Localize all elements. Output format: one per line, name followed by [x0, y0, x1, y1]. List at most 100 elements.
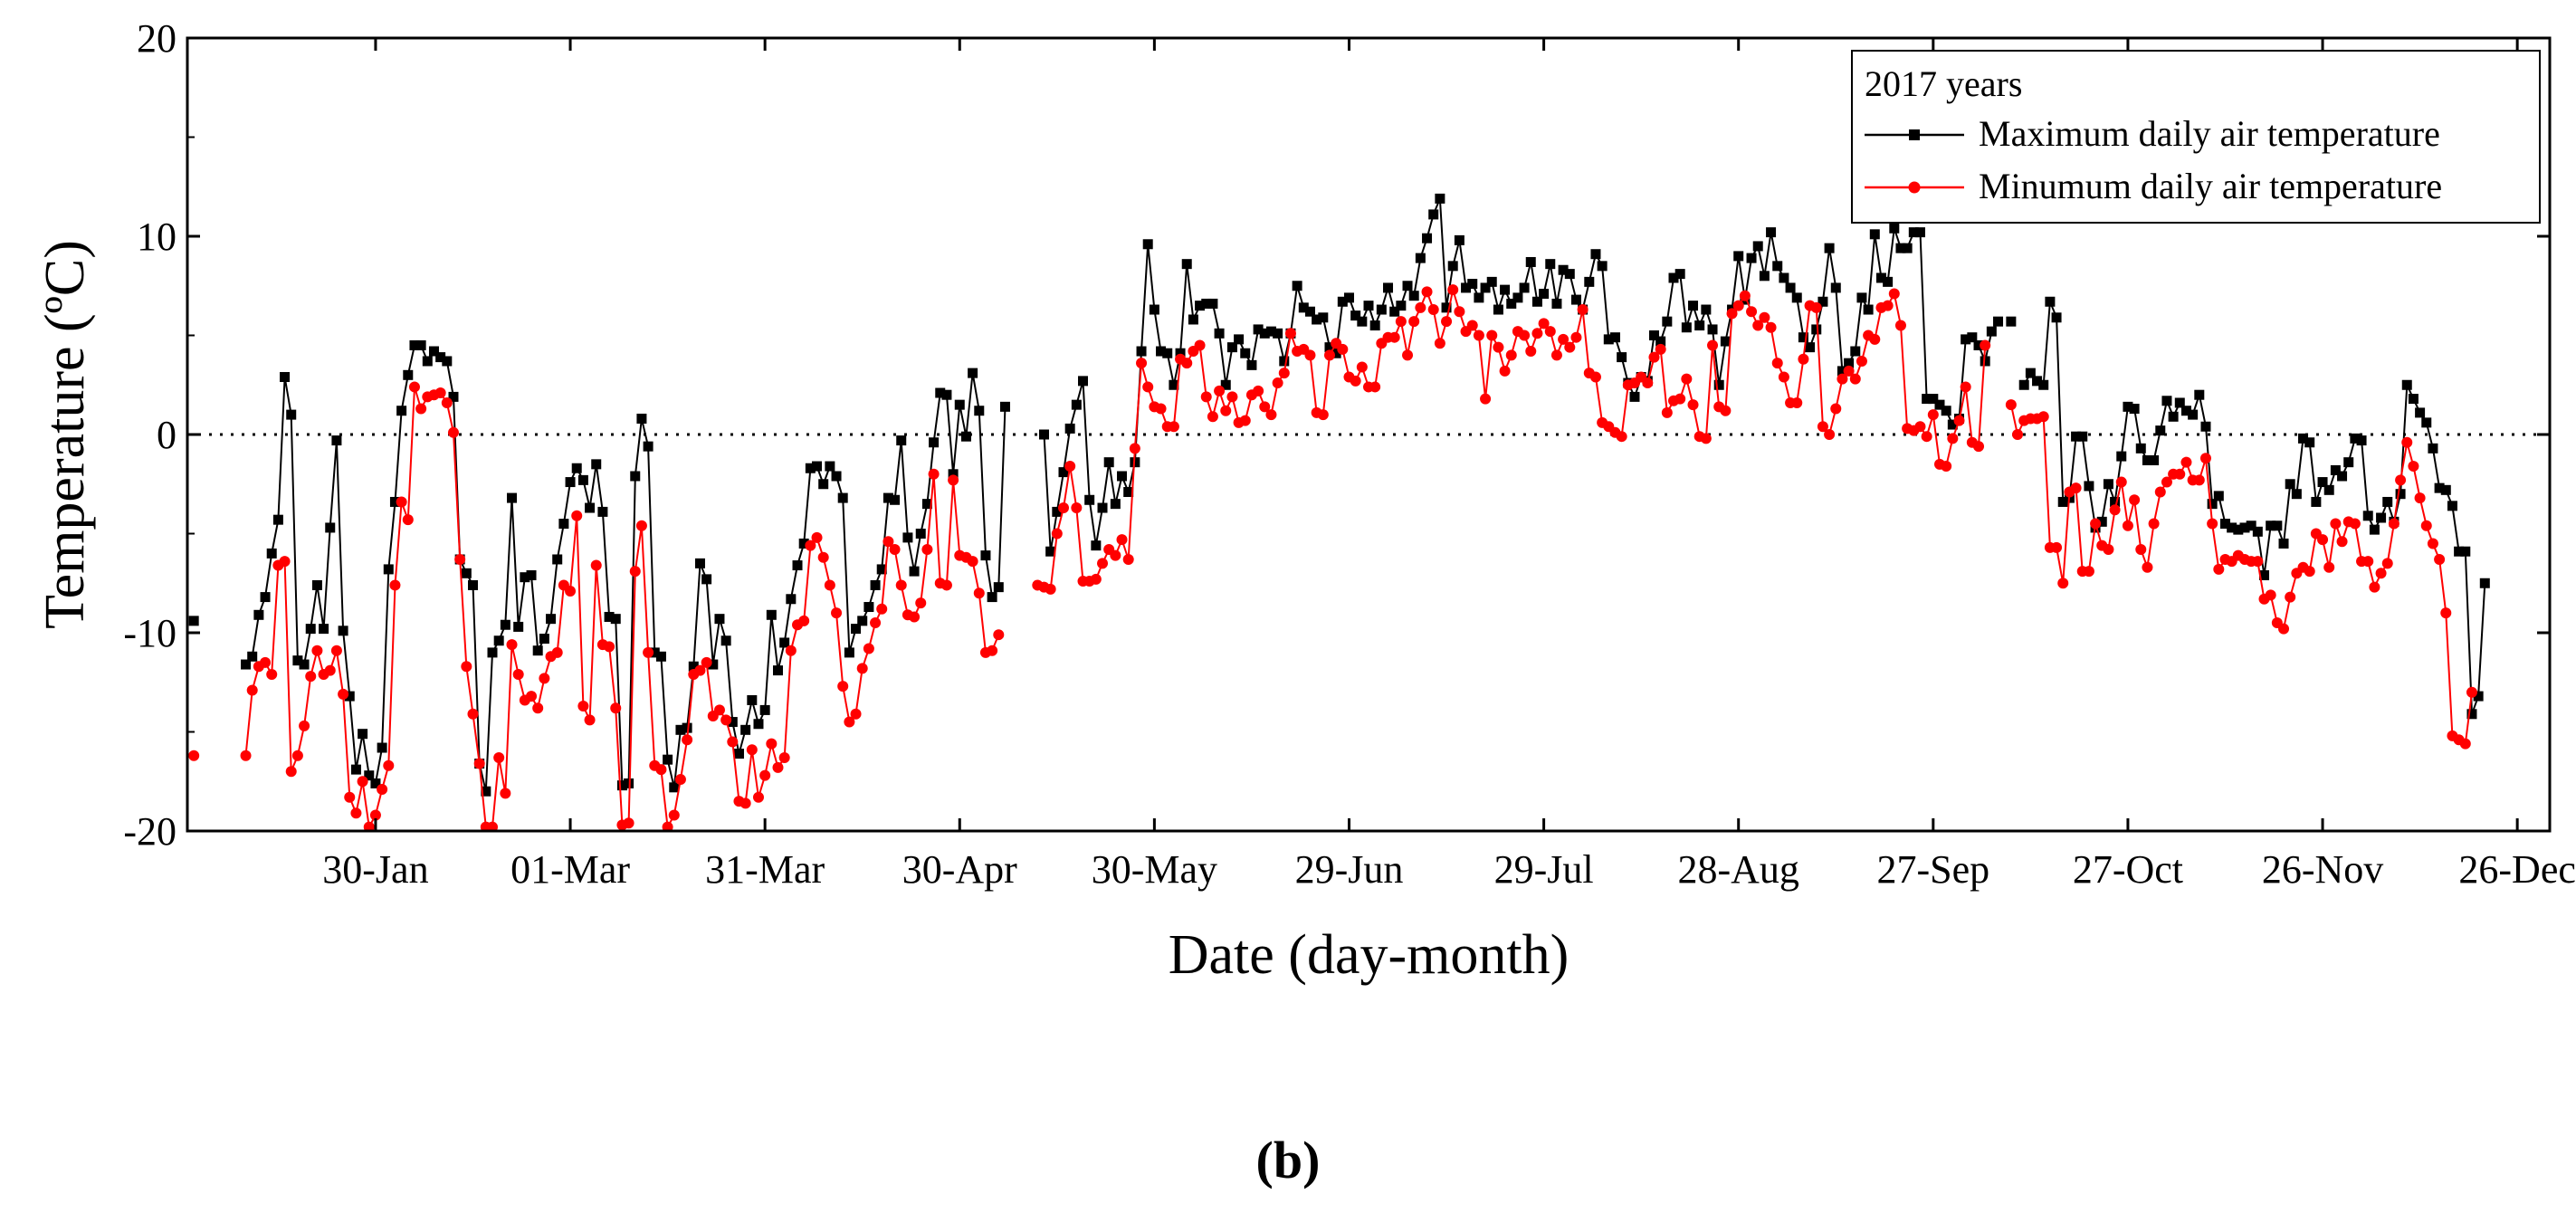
data-point	[1818, 296, 1828, 307]
data-point	[1356, 361, 1368, 373]
data-point	[2213, 563, 2225, 575]
data-point	[240, 750, 252, 761]
data-point	[792, 560, 803, 571]
data-point	[526, 569, 537, 580]
data-point	[870, 579, 881, 590]
data-point	[1570, 331, 1582, 343]
data-point	[2194, 389, 2205, 400]
data-point	[1388, 331, 1400, 343]
data-point	[369, 809, 381, 821]
data-point	[1129, 443, 1140, 454]
data-point	[539, 634, 549, 645]
data-point	[2090, 518, 2102, 530]
data-point	[1466, 320, 1478, 331]
data-point	[1480, 282, 1491, 293]
data-point	[467, 708, 479, 720]
data-point	[2149, 454, 2160, 465]
data-point	[1434, 338, 1445, 349]
data-point	[571, 510, 583, 521]
data-point	[2103, 479, 2113, 490]
data-point	[2109, 504, 2121, 516]
data-point	[941, 389, 952, 400]
data-point	[1538, 318, 1550, 330]
data-point	[2408, 461, 2419, 473]
data-point	[1117, 471, 1128, 482]
data-point	[973, 587, 985, 599]
data-point	[870, 617, 882, 629]
data-point	[1097, 558, 1109, 569]
data-point	[1617, 352, 1627, 363]
data-point	[2259, 569, 2270, 580]
data-point	[1051, 528, 1063, 540]
data-point	[1078, 376, 1089, 387]
data-point	[350, 764, 361, 775]
data-point	[2317, 477, 2328, 488]
data-point	[565, 586, 577, 597]
data-point	[1817, 421, 1828, 433]
data-point	[740, 724, 751, 735]
data-point	[2440, 484, 2451, 495]
data-point	[1993, 316, 2004, 327]
data-point	[1603, 334, 1614, 345]
data-point	[2155, 425, 2166, 436]
data-point	[610, 702, 622, 714]
data-point	[526, 691, 538, 702]
data-point	[1531, 328, 1543, 339]
data-point	[2103, 544, 2114, 556]
data-point	[630, 471, 641, 482]
data-point	[1609, 332, 1620, 343]
data-point	[1752, 241, 1763, 252]
data-point	[1564, 341, 1576, 353]
data-point	[577, 701, 589, 712]
data-point	[299, 720, 310, 731]
data-point	[2188, 409, 2199, 420]
data-point	[928, 468, 940, 480]
data-point	[1201, 298, 1212, 309]
data-point	[662, 821, 673, 831]
data-point	[422, 356, 433, 367]
data-point	[851, 624, 862, 635]
data-point	[487, 821, 499, 831]
data-point	[1765, 321, 1777, 333]
data-point	[746, 744, 758, 756]
data-point	[1278, 368, 1290, 379]
data-point	[305, 671, 317, 683]
data-point	[812, 461, 823, 472]
data-point	[1512, 292, 1523, 303]
data-point	[1856, 355, 1867, 367]
data-point	[1207, 298, 1218, 309]
data-point	[584, 714, 596, 726]
data-point	[1331, 348, 1341, 358]
data-point	[940, 579, 952, 591]
data-point	[1759, 271, 1770, 282]
data-point	[2272, 521, 2283, 531]
data-point	[2045, 296, 2056, 307]
data-point	[837, 681, 849, 692]
data-point	[1045, 546, 1056, 557]
data-point	[311, 579, 322, 590]
data-point	[1136, 358, 1148, 369]
data-point	[1369, 381, 1381, 393]
data-point	[2037, 411, 2049, 423]
data-point	[1688, 301, 1699, 311]
data-point	[2200, 421, 2211, 432]
data-point	[279, 556, 291, 568]
data-point	[1875, 272, 1886, 283]
data-point	[1298, 302, 1309, 313]
data-point	[1674, 269, 1685, 280]
data-point	[473, 758, 485, 769]
data-point	[805, 463, 816, 473]
data-point	[1155, 403, 1167, 415]
data-point	[1525, 256, 1536, 267]
data-point	[481, 786, 491, 797]
data-point	[520, 572, 530, 583]
data-point	[1980, 339, 1991, 351]
data-point	[987, 592, 997, 603]
data-point	[493, 635, 504, 646]
data-point	[1337, 343, 1349, 355]
data-point	[883, 492, 893, 503]
data-point	[1064, 461, 1076, 473]
data-point	[863, 643, 874, 654]
data-point	[1279, 356, 1290, 367]
data-point	[890, 494, 901, 505]
